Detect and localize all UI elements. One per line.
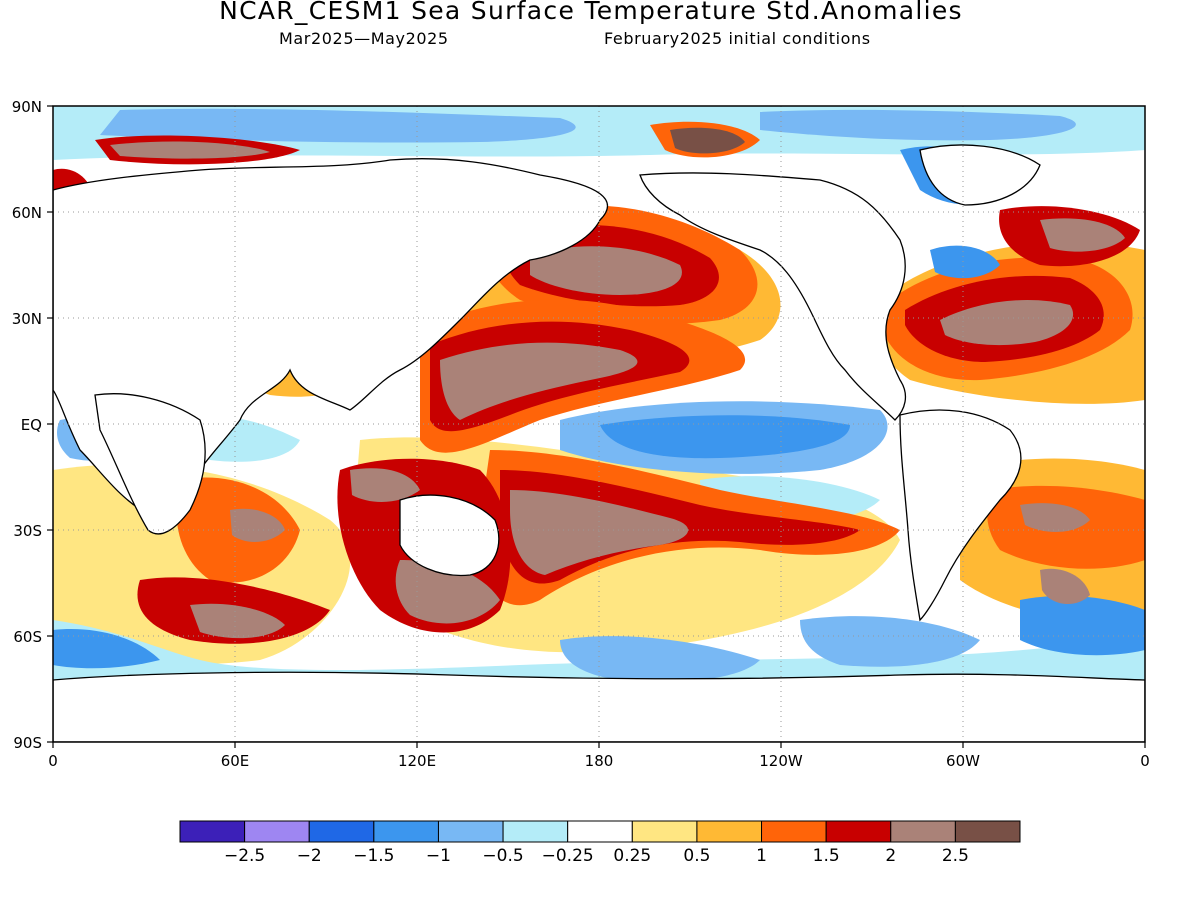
colorbar-swatch xyxy=(696,820,763,843)
australia-landmass xyxy=(399,494,500,577)
south-america-landmass xyxy=(899,409,1022,622)
colorbar-swatch xyxy=(244,820,310,843)
africa-landmass xyxy=(94,393,206,535)
lat-label: 90S xyxy=(13,734,42,752)
lat-label: 90N xyxy=(12,98,42,116)
colorbar-label: 2 xyxy=(885,846,896,866)
lon-label: 0 xyxy=(48,752,58,770)
colorbar-swatch xyxy=(437,820,504,843)
lat-label: 30S xyxy=(13,522,42,540)
map-title: NCAR_CESM1 Sea Surface Temperature Std.A… xyxy=(219,0,963,25)
colorbar-label: −0.25 xyxy=(542,846,594,866)
colorbar: −2.5 −2 −1.5 −1 −0.5 −0.25 0.25 0.5 1 1.5 2 2.5 xyxy=(179,820,1021,866)
lon-label: 0 xyxy=(1140,752,1150,770)
lon-label: 60W xyxy=(946,752,980,770)
continents xyxy=(53,144,1145,742)
colorbar-label: −2.5 xyxy=(224,846,265,866)
colorbar-swatch xyxy=(373,820,439,843)
graticule xyxy=(53,106,1145,742)
colorbar-label: 0.5 xyxy=(683,846,710,866)
colorbar-swatch xyxy=(308,820,375,843)
colorbar-label: −0.5 xyxy=(482,846,523,866)
north-america-landmass xyxy=(639,172,907,421)
colorbar-swatch xyxy=(761,820,827,843)
lat-label: 30N xyxy=(12,310,42,328)
initial-conditions: February2025 initial conditions xyxy=(604,29,871,48)
colorbar-swatch xyxy=(179,820,246,843)
lat-label: EQ xyxy=(21,416,42,434)
colorbar-swatch xyxy=(825,820,892,843)
lat-label: 60N xyxy=(12,204,42,222)
colorbar-label: 1.5 xyxy=(813,846,840,866)
latitude-labels: 90N 60N 30N EQ 30S 60S 90S xyxy=(12,98,42,752)
colorbar-label: −2 xyxy=(297,846,322,866)
axis-ticks xyxy=(47,105,1146,748)
colorbar-swatch xyxy=(631,820,698,843)
greenland-landmass xyxy=(919,144,1041,206)
lon-label: 120W xyxy=(759,752,803,770)
colorbar-label: −1 xyxy=(426,846,451,866)
colorbar-swatch xyxy=(890,820,956,843)
colorbar-label: 0.25 xyxy=(613,846,651,866)
antarctica-landmass xyxy=(53,671,1145,742)
colorbar-swatch xyxy=(954,820,1021,843)
lon-label: 180 xyxy=(585,752,614,770)
colorbar-label: 1 xyxy=(756,846,767,866)
lon-label: 60E xyxy=(221,752,250,770)
colorbar-swatch xyxy=(567,820,633,843)
colorbar-label: −1.5 xyxy=(353,846,394,866)
colorbar-swatch xyxy=(502,820,569,843)
longitude-labels: 0 60E 120E 180 120W 60W 0 xyxy=(48,752,1150,770)
lon-label: 120E xyxy=(398,752,436,770)
forecast-period: Mar2025—May2025 xyxy=(279,29,449,48)
colorbar-label: 2.5 xyxy=(942,846,969,866)
lat-label: 60S xyxy=(13,628,42,646)
